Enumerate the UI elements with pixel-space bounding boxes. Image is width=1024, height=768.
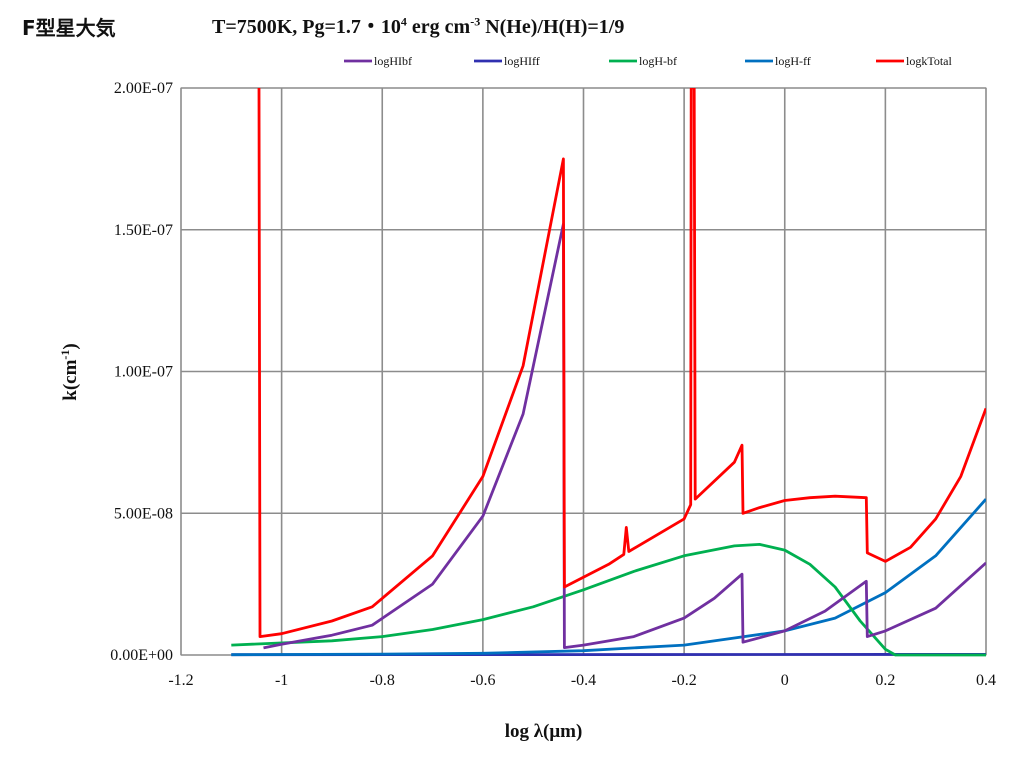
series-line-logH-ff xyxy=(231,498,986,657)
x-tick-label: 0.2 xyxy=(875,672,895,689)
x-tick-label: -0.6 xyxy=(470,672,495,689)
y-tick-label: 1.00E-07 xyxy=(114,364,173,381)
title-part-3: N(He)/H(H)=1/9 xyxy=(480,16,625,38)
x-tick-label: 0.4 xyxy=(976,672,996,689)
legend-label-logHIff: logHIff xyxy=(504,54,540,68)
x-tick-label: -0.2 xyxy=(671,672,696,689)
y-axis-title-part: k(cm xyxy=(60,359,81,400)
y-tick-label: 5.00E-08 xyxy=(114,505,173,522)
y-tick-label: 0.00E+00 xyxy=(110,647,173,664)
series-line-logHIbf xyxy=(263,222,986,650)
x-tick-label: -1.2 xyxy=(168,672,193,689)
y-axis-title-part: ) xyxy=(60,343,81,349)
title-part-1: T=7500K, Pg=1.7・10 xyxy=(212,16,401,38)
series-line-logH-bf xyxy=(231,543,986,657)
series-line-logkTotal xyxy=(257,88,986,638)
y-tick-label: 1.50E-07 xyxy=(114,222,173,239)
x-tick-label: -1 xyxy=(275,672,288,689)
legend-label-logH-ff: logH-ff xyxy=(775,54,811,68)
title-sup-2: -3 xyxy=(470,14,481,29)
y-axis-title-sup: -1 xyxy=(58,350,72,360)
legend-label-logH-bf: logH-bf xyxy=(639,54,677,68)
x-tick-label: -0.8 xyxy=(370,672,395,689)
y-axis-title: k(cm-1) xyxy=(58,343,81,400)
legend-label-logHIbf: logHIbf xyxy=(374,54,412,68)
legend-label-logkTotal: logkTotal xyxy=(906,54,952,68)
x-tick-label: -0.4 xyxy=(571,672,596,689)
x-tick-label: 0 xyxy=(781,672,789,689)
x-axis-title: log λ(μm) xyxy=(505,721,583,742)
y-tick-label: 2.00E-07 xyxy=(114,80,173,97)
title-part-2: erg cm xyxy=(406,16,471,38)
chart-title: T=7500K, Pg=1.7・104 erg cm-3 N(He)/H(H)=… xyxy=(212,10,624,39)
title-sup-1: 4 xyxy=(400,14,407,29)
corner-label: F型星大気 xyxy=(22,16,116,40)
